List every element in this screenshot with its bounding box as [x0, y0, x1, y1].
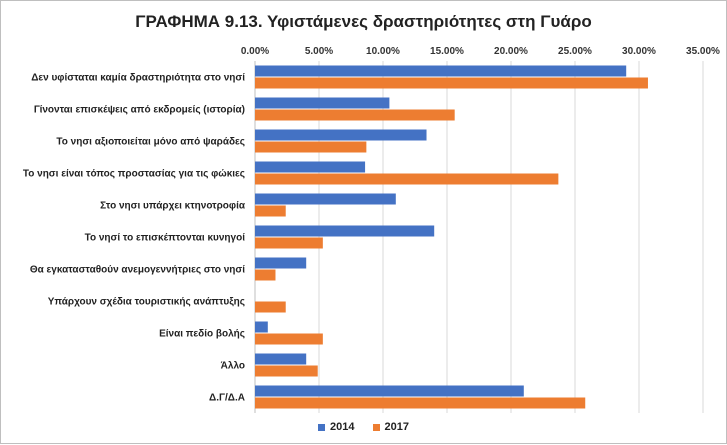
bar-2014 — [255, 385, 524, 397]
legend-swatch — [318, 423, 326, 431]
category-label: Στο νησι υπάρχει κτηνοτροφία — [100, 201, 246, 212]
category-label: Είναι πεδίο βολής — [159, 329, 245, 340]
bar-2014 — [255, 225, 435, 237]
bar-2017 — [255, 109, 455, 121]
bar-2017 — [255, 173, 559, 185]
legend: 2014 2017 — [1, 421, 726, 433]
x-tick-label: 0.00% — [241, 46, 269, 57]
bar-2017 — [255, 301, 286, 313]
legend-item-2017: 2017 — [372, 421, 409, 433]
bar-2017 — [255, 77, 648, 89]
bar-2017 — [255, 397, 586, 409]
category-label: Δ.Γ/Δ.Α — [209, 393, 245, 404]
bar-2014 — [255, 161, 366, 173]
bar-2017 — [255, 365, 318, 377]
bar-2014 — [255, 193, 396, 205]
category-label: Το νησι είναι τόπος προστασίας για τις φ… — [23, 169, 245, 180]
bar-2014 — [255, 65, 627, 77]
category-label: Γίνονται επισκέψεις από εκδρομείς (ιστορ… — [34, 105, 245, 116]
bar-2014 — [255, 321, 268, 333]
bar-2014 — [255, 257, 307, 269]
bar-2017 — [255, 333, 323, 345]
bar-2017 — [255, 141, 367, 153]
category-label: Το νησί το επισκέπτονται κυνηγοί — [85, 233, 246, 244]
bar-2014 — [255, 129, 427, 141]
category-label: Άλλο — [221, 361, 245, 372]
legend-label: 2014 — [330, 421, 355, 433]
legend-swatch — [372, 423, 380, 431]
bar-2017 — [255, 237, 323, 249]
chart-title: ΓΡΑΦΗΜΑ 9.13. Υφιστάμενες δραστηριότητες… — [135, 12, 592, 31]
category-label: Το νησι αξιοποιείται μόνο από ψαράδες — [56, 137, 245, 148]
x-tick-label: 10.00% — [366, 46, 400, 57]
x-tick-label: 15.00% — [430, 46, 464, 57]
x-tick-label: 20.00% — [494, 46, 528, 57]
bar-2017 — [255, 269, 276, 281]
x-tick-label: 30.00% — [622, 46, 656, 57]
legend-item-2014: 2014 — [318, 421, 355, 433]
category-label: Υπάρχουν σχέδια τουριστικής ανάπτυξης — [48, 297, 245, 308]
bar-2014 — [255, 353, 307, 365]
x-tick-label: 35.00% — [686, 46, 720, 57]
x-tick-label: 5.00% — [305, 46, 333, 57]
bar-2014 — [255, 97, 390, 109]
x-tick-label: 25.00% — [558, 46, 592, 57]
bar-2017 — [255, 205, 286, 217]
category-label: Δεν υφίσταται καμία δραστηριότητα στο νη… — [31, 73, 245, 84]
category-label: Θα εγκατασταθούν ανεμογεννήτριες στο νησ… — [30, 265, 245, 276]
legend-label: 2017 — [384, 421, 409, 433]
